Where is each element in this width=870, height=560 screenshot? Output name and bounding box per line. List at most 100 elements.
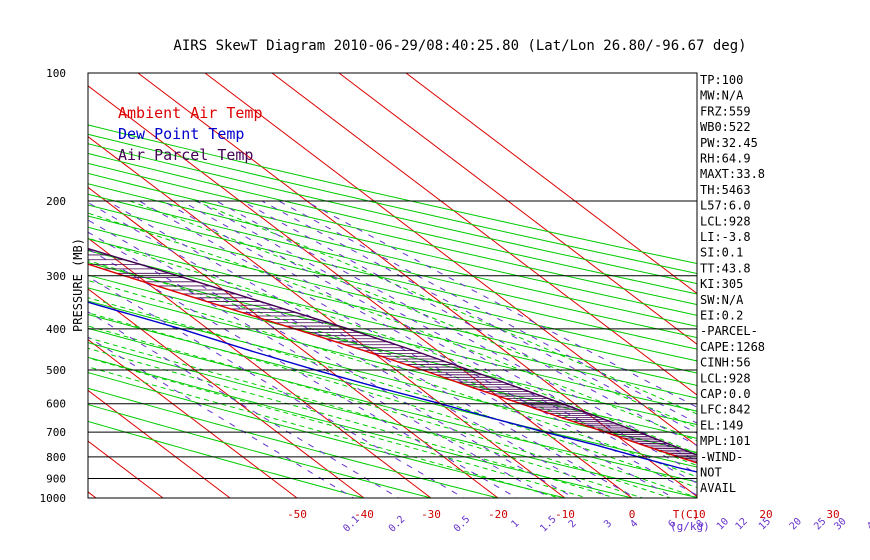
- index-label: MPL:101: [700, 434, 751, 448]
- mixing-ratio-line: [241, 200, 697, 447]
- bottom-temp-tick-label: -40: [354, 508, 374, 521]
- isotherm-line: [88, 136, 566, 498]
- mixing-ratio-line: [106, 200, 638, 498]
- dry-adiabat-line: [88, 420, 366, 498]
- dewpoint-line: [88, 301, 697, 473]
- isotherm-line: [338, 73, 697, 345]
- index-label: EI:0.2: [700, 309, 743, 323]
- index-label: L57:6.0: [700, 199, 751, 213]
- moist-adiabat-line: [88, 297, 697, 489]
- index-label: CAPE:1268: [700, 340, 765, 354]
- index-label: FRZ:559: [700, 104, 751, 118]
- moist-adiabat-line: [194, 200, 697, 415]
- moist-adiabat-line: [88, 237, 697, 454]
- dry-adiabat-line: [88, 226, 697, 374]
- mixing-ratio-line: [88, 248, 519, 498]
- index-label: NOT: [700, 466, 722, 480]
- pressure-tick-label: 100: [46, 67, 66, 80]
- index-label: -PARCEL-: [700, 324, 758, 338]
- mixing-ratio-tick-label: 0.5: [452, 514, 473, 535]
- mixing-ratio-line: [261, 200, 697, 434]
- index-label: LCL:928: [700, 371, 751, 385]
- dry-adiabat-line: [88, 204, 697, 350]
- index-label: EL:149: [700, 418, 743, 432]
- mixing-ratio-line: [162, 200, 697, 496]
- bottom-temp-tick-label: 10: [692, 508, 705, 521]
- dry-adiabat-line: [88, 300, 697, 453]
- legend-ambient: Ambient Air Temp: [118, 104, 263, 122]
- mixing-ratio-line: [88, 276, 465, 498]
- mixing-ratio-line: [88, 311, 400, 498]
- dry-adiabat-line: [88, 162, 697, 306]
- index-label: MW:N/A: [700, 89, 744, 103]
- bottom-temp-tick-label: 30: [826, 508, 839, 521]
- dry-adiabat-line: [88, 262, 697, 412]
- pressure-tick-label: 400: [46, 323, 66, 336]
- isotherm-line: [405, 73, 697, 295]
- pressure-tick-label: 700: [46, 426, 66, 439]
- dry-adiabat-line: [88, 238, 697, 386]
- index-label: PW:32.45: [700, 136, 758, 150]
- pressure-tick-label: 600: [46, 398, 66, 411]
- bottom-temp-tick-label: -10: [555, 508, 575, 521]
- moist-adiabat-line: [88, 279, 697, 478]
- dry-adiabat-line: [88, 404, 434, 498]
- isotherm-line: [88, 288, 365, 498]
- pressure-tick-label: 200: [46, 195, 66, 208]
- mixing-ratio-tick-label: 0.2: [387, 514, 408, 535]
- isotherm-line: [204, 73, 697, 447]
- mixing-ratio-line: [88, 201, 612, 498]
- index-label: KI:305: [700, 277, 743, 291]
- index-label: TT:43.8: [700, 261, 751, 275]
- pressure-tick-label: 1000: [40, 492, 67, 505]
- index-label: LFC:842: [700, 403, 751, 417]
- pressure-tick-label: 800: [46, 451, 66, 464]
- mixing-ratio-tick-label: 2: [567, 518, 579, 530]
- isotherm-line: [88, 339, 298, 498]
- dry-adiabat-line: [88, 133, 697, 275]
- pressure-tick-label: 900: [46, 473, 66, 486]
- index-label: RH:64.9: [700, 152, 751, 166]
- mixing-ratio-line: [278, 200, 697, 424]
- bottom-temp-tick-label: -30: [421, 508, 441, 521]
- mixing-ratio-tick-label: 10: [715, 516, 731, 532]
- plot-frame: [87, 72, 698, 499]
- isotherm-line: [271, 73, 697, 396]
- dry-adiabat-line: [88, 342, 697, 498]
- dry-adiabat-line: [88, 152, 697, 295]
- pressure-tick-label: 500: [46, 364, 66, 377]
- bottom-temp-tick-label: 20: [759, 508, 772, 521]
- isotherm-line: [88, 389, 231, 498]
- dry-adiabat-line: [88, 327, 697, 483]
- dry-adiabat-line: [88, 356, 635, 498]
- mixing-ratio-tick-label: 1: [509, 518, 521, 530]
- index-label: TP:100: [700, 73, 743, 87]
- dry-adiabat-line: [88, 143, 697, 285]
- index-label: TH:5463: [700, 183, 751, 197]
- legend: Ambient Air Temp Dew Point Temp Air Parc…: [118, 104, 263, 164]
- moist-adiabat-line: [88, 366, 562, 498]
- index-label: SW:N/A: [700, 293, 744, 307]
- bottom-temp-tick-label: -50: [287, 508, 307, 521]
- mixing-ratio-line: [88, 231, 552, 498]
- dry-adiabat-line: [88, 124, 697, 265]
- index-label: CAP:0.0: [700, 387, 751, 401]
- mixing-ratio-tick-label: 4: [628, 518, 640, 530]
- chart-title: AIRS SkewT Diagram 2010-06-29/08:40:25.8…: [173, 38, 746, 54]
- isotherm-line: [88, 186, 499, 498]
- moist-adiabat-line: [88, 347, 617, 498]
- moist-adiabat-line: [88, 357, 589, 498]
- moist-adiabat-line: [88, 312, 697, 498]
- moist-adiabat-line: [88, 337, 645, 498]
- bottom-unit-label: T(C): [673, 508, 700, 521]
- bottom-temp-tick-label: 0: [629, 508, 636, 521]
- mixing-ratio-tick-label: 3: [602, 518, 614, 530]
- dry-adiabat-line: [88, 193, 697, 339]
- bottom-temp-tick-label: -20: [488, 508, 508, 521]
- mixing-ratio-tick-label: 12: [734, 516, 750, 532]
- index-label: SI:0.1: [700, 246, 743, 260]
- mixing-ratio-line: [181, 200, 697, 484]
- dry-adiabat-line: [88, 274, 697, 426]
